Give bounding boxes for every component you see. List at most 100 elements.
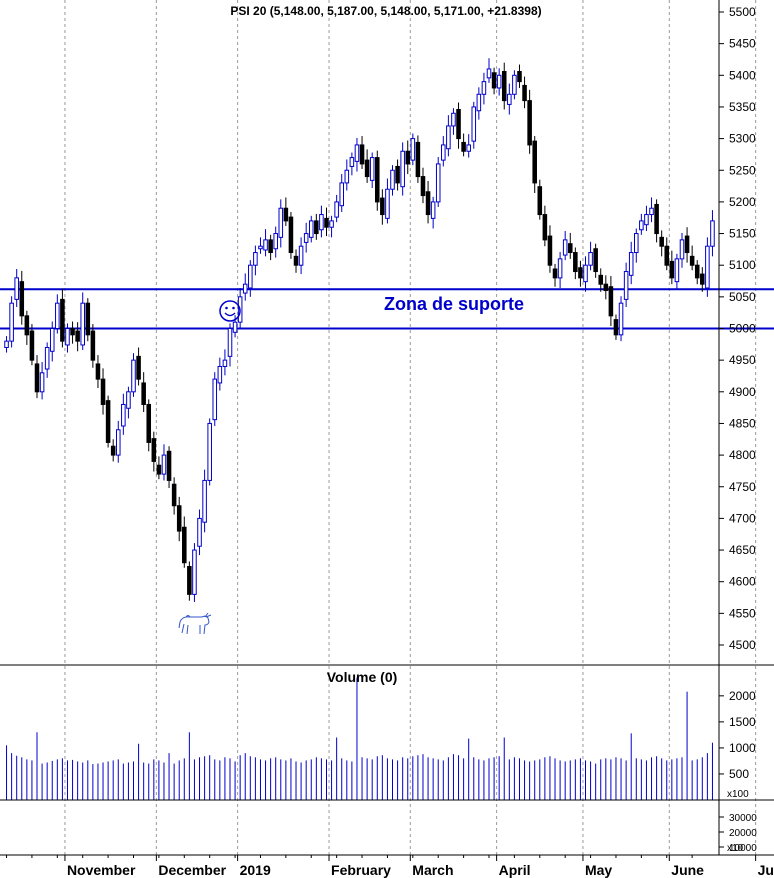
candle-body — [471, 106, 477, 142]
y-tick-label: 4650 — [729, 543, 756, 557]
candle-body — [263, 239, 268, 251]
candle-body — [308, 220, 314, 238]
candle-body — [197, 517, 202, 547]
candle-body — [456, 108, 461, 140]
candle-body — [380, 197, 385, 216]
candle-body — [161, 454, 167, 475]
candle-body — [39, 372, 45, 393]
candle-body — [415, 141, 421, 178]
candle-body — [491, 72, 497, 89]
candle-body — [537, 186, 543, 216]
y-tick-label: 4600 — [729, 575, 756, 589]
candle-body — [593, 248, 598, 273]
candle-body — [628, 252, 634, 276]
candle-body — [105, 400, 111, 443]
candle-body — [700, 273, 705, 285]
candle-body — [14, 277, 19, 300]
candle-body — [679, 239, 685, 260]
y-tick-label: 5350 — [729, 100, 756, 114]
candle-body — [623, 271, 629, 300]
candle-body — [507, 93, 512, 105]
candle-body — [222, 359, 228, 367]
candle-body — [390, 169, 395, 190]
candle-body — [613, 319, 619, 336]
candle-body — [176, 505, 182, 532]
candle-body — [395, 165, 400, 184]
month-label: 2019 — [240, 862, 271, 878]
candle-body — [100, 378, 106, 405]
month-label: February — [331, 862, 391, 878]
support-layer — [0, 288, 774, 330]
candle-body — [567, 243, 573, 254]
candle-body — [583, 264, 588, 283]
candle-body — [217, 365, 223, 384]
candle-body — [242, 283, 248, 294]
y-tick-label: 5250 — [729, 163, 756, 177]
candle-body — [598, 274, 604, 285]
candle-body — [441, 144, 446, 161]
lower-tick-label: 20000 — [729, 828, 757, 839]
y-tick-label: 5050 — [729, 290, 756, 304]
candle-body — [131, 359, 136, 393]
candle-body — [136, 355, 141, 380]
y-tick-label: 5500 — [729, 5, 756, 19]
candle-body — [430, 201, 436, 219]
y-tick-label: 5300 — [729, 132, 756, 146]
candle-body — [557, 258, 563, 279]
candle-body — [486, 68, 492, 79]
candle-body — [156, 464, 162, 475]
candle-body — [527, 100, 532, 146]
month-label: November — [67, 862, 136, 878]
candle-body — [314, 220, 319, 235]
candle-body — [634, 233, 639, 254]
candle-body — [171, 483, 177, 507]
volume-layer — [6, 677, 713, 800]
y-tick-label: 5200 — [729, 195, 756, 209]
candle-body — [354, 144, 360, 162]
candle-body — [192, 549, 197, 595]
candle-body — [55, 302, 60, 329]
candle-body — [202, 479, 207, 523]
y-tick-label: 4850 — [729, 416, 756, 430]
candle-body — [80, 302, 85, 346]
candle-body — [649, 207, 654, 216]
candle-body — [65, 328, 70, 346]
candle-body — [288, 216, 294, 254]
candle-body — [446, 125, 451, 150]
volume-panel-title: Volume (0) — [327, 669, 398, 685]
chart-title: PSI 20 (5,148.00, 5,187.00, 5,148.00, 5,… — [230, 4, 541, 18]
candle-body — [573, 252, 578, 273]
candle-body — [24, 315, 30, 336]
candle-body — [334, 201, 339, 218]
candle-body — [278, 207, 284, 238]
candle-body — [669, 260, 675, 279]
y-tick-label: 4750 — [729, 480, 756, 494]
candle-body — [476, 93, 482, 112]
y-tick-label: 4900 — [729, 385, 756, 399]
candle-body — [70, 328, 75, 336]
candle-body — [344, 169, 350, 184]
candle-body — [603, 283, 609, 292]
candle-body — [9, 302, 14, 342]
candle-body — [182, 526, 187, 564]
candle-body — [85, 302, 91, 336]
candle-body — [461, 141, 466, 152]
candle-body — [60, 298, 65, 342]
candle-body — [608, 286, 614, 317]
candle-body — [121, 403, 126, 427]
candle-body — [684, 235, 690, 254]
candle-body — [374, 157, 380, 203]
candle-body — [562, 239, 568, 256]
candle-body — [364, 159, 370, 178]
candle-body — [151, 438, 157, 462]
candle-body — [654, 203, 659, 235]
candle-body — [329, 220, 334, 228]
candle-body — [639, 220, 644, 231]
month-label: June — [671, 862, 704, 878]
candle-body — [405, 150, 411, 165]
lower-multiplier-label: x10 — [727, 843, 744, 854]
candle-body — [659, 236, 664, 247]
candle-body — [232, 321, 238, 333]
candle-body — [49, 328, 55, 352]
